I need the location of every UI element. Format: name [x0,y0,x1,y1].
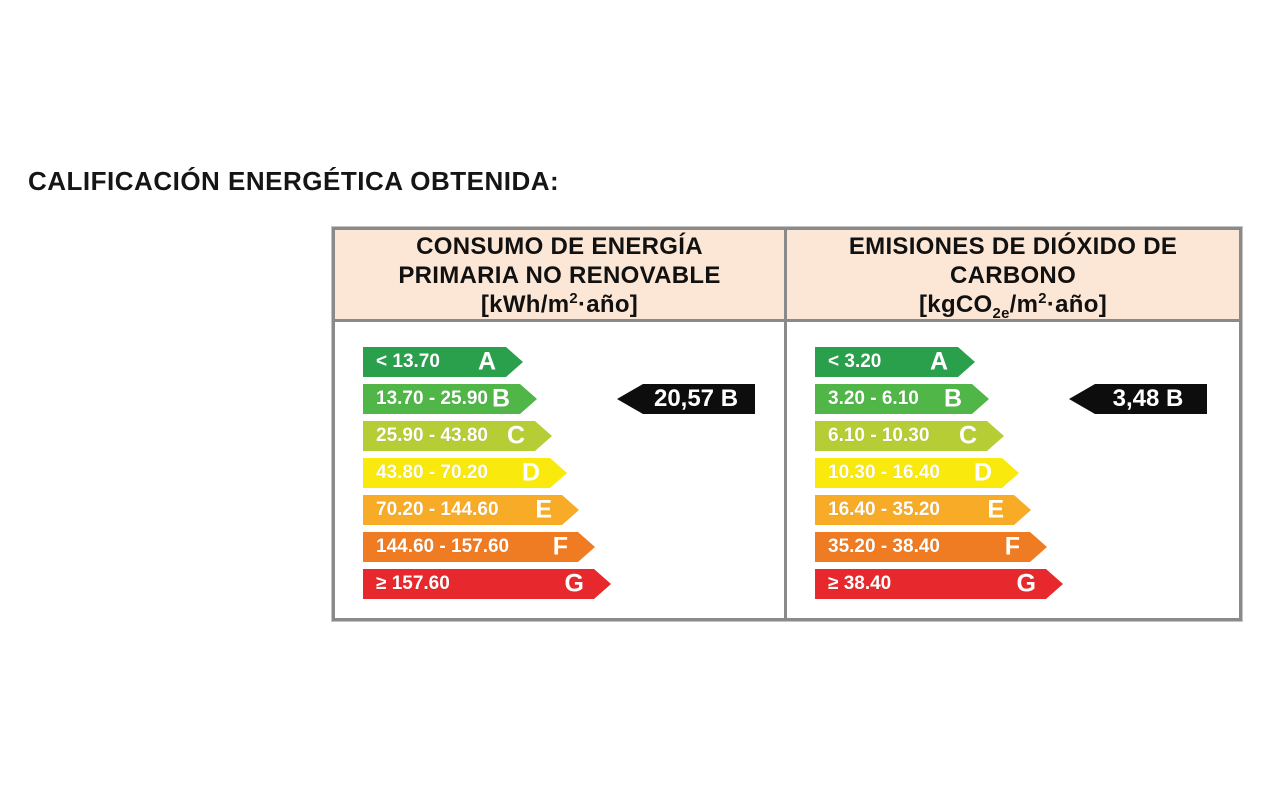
rating-row-b: 3.20 - 6.10 B [815,384,989,414]
rating-range: 6.10 - 10.30 [828,425,930,446]
panel-consumo-header: CONSUMO DE ENERGÍA PRIMARIA NO RENOVABLE… [335,230,784,322]
rating-row-f: 35.20 - 38.40 F [815,532,1047,562]
header-line-1: CONSUMO DE ENERGÍA [416,233,703,260]
rating-range: 35.20 - 38.40 [828,536,940,557]
obtained-value-arrow-emisiones: 3,48 B [1069,384,1207,414]
rating-row-b: 13.70 - 25.90 B [363,384,537,414]
panel-consumo-energia: CONSUMO DE ENERGÍA PRIMARIA NO RENOVABLE… [335,230,787,618]
page-title: CALIFICACIÓN ENERGÉTICA OBTENIDA: [28,166,560,196]
subscript-2e: 2e [992,305,1010,322]
rating-range: 70.20 - 144.60 [376,499,499,520]
rating-range: < 13.70 [376,351,440,372]
header-unit: [kWh/m2·año] [480,291,639,318]
rating-letter: D [521,458,540,487]
rating-letter: C [958,421,977,450]
superscript-2: 2 [569,291,578,307]
rating-range: ≥ 38.40 [828,573,892,594]
rating-range: ≥ 157.60 [376,573,450,594]
rating-range: 10.30 - 16.40 [828,462,940,483]
rating-letter: B [491,384,510,413]
obtained-value-arrow-consumo: 20,57 B [617,384,755,414]
rating-row-e: 16.40 - 35.20 E [815,495,1031,525]
header-line-2: CARBONO [949,262,1077,289]
header-unit: [kgCO2e/m2·año] [919,291,1107,322]
rating-row-g: ≥ 38.40 G [815,569,1063,599]
rating-range: 13.70 - 25.90 [376,388,488,409]
header-line-1: EMISIONES DE DIÓXIDO DE [848,233,1178,260]
rating-letter: E [987,495,1004,524]
rating-letter: G [1016,569,1036,598]
energy-rating-table: CONSUMO DE ENERGÍA PRIMARIA NO RENOVABLE… [332,227,1242,621]
rating-row-c: 6.10 - 10.30 C [815,421,1004,451]
rating-letter: B [943,384,962,413]
rating-range: < 3.20 [828,351,882,372]
rating-row-a: < 3.20 A [815,347,975,377]
rating-range: 16.40 - 35.20 [828,499,940,520]
rating-range: 43.80 - 70.20 [376,462,488,483]
rating-letter: G [564,569,584,598]
rating-range: 25.90 - 43.80 [376,425,488,446]
rating-letter: E [535,495,552,524]
rating-row-d: 10.30 - 16.40 D [815,458,1019,488]
rating-letter: C [506,421,525,450]
rating-letter: F [1004,532,1020,561]
rating-row-e: 70.20 - 144.60 E [363,495,579,525]
rating-row-g: ≥ 157.60 G [363,569,611,599]
rating-range: 3.20 - 6.10 [828,388,919,409]
panel-emisiones-header: EMISIONES DE DIÓXIDO DE CARBONO [kgCO2e/… [787,230,1239,322]
rating-letter: D [973,458,992,487]
rating-row-c: 25.90 - 43.80 C [363,421,552,451]
rating-letter: A [929,347,948,376]
rating-row-a: < 13.70 A [363,347,523,377]
superscript-2: 2 [1038,291,1047,307]
rating-range: 144.60 - 157.60 [376,536,510,557]
rating-row-f: 144.60 - 157.60 F [363,532,595,562]
rating-row-d: 43.80 - 70.20 D [363,458,567,488]
panel-emisiones-co2: EMISIONES DE DIÓXIDO DE CARBONO [kgCO2e/… [787,230,1239,618]
rating-letter: A [477,347,496,376]
rating-letter: F [552,532,568,561]
panel-consumo-scale: < 13.70 A 13.70 - 25.90 B 25.90 - 43.80 C 4… [335,322,784,618]
panel-emisiones-scale: < 3.20 A 3.20 - 6.10 B 6.10 - 10.30 C 10.30… [787,322,1239,618]
header-line-2: PRIMARIA NO RENOVABLE [398,262,721,289]
